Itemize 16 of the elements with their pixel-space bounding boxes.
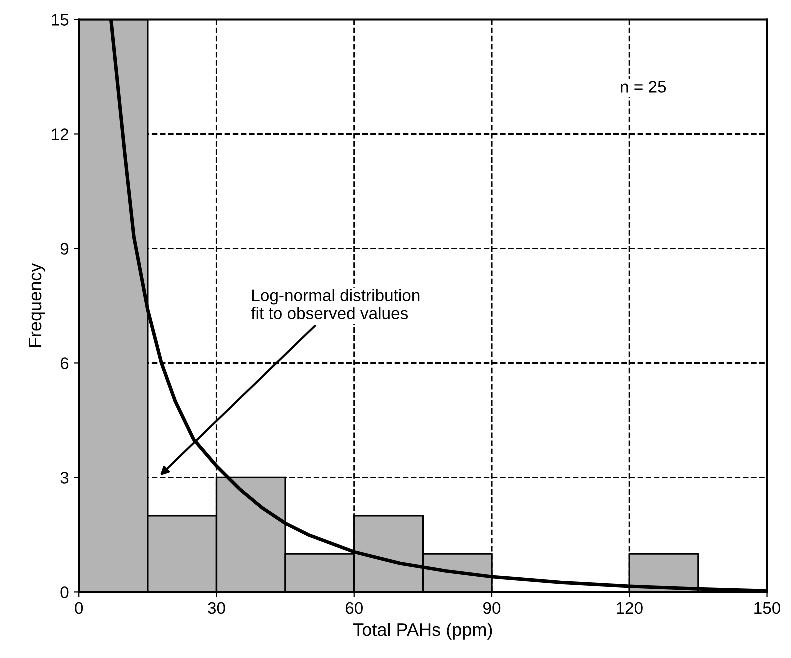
x-tick-label: 90 (484, 602, 501, 614)
y-tick-label: 0 (60, 586, 69, 598)
y-tick-label: 3 (60, 472, 69, 484)
x-tick-label: 30 (208, 602, 226, 614)
annotation: n = 25 (621, 81, 666, 93)
annotation: Log-normal distribution fit to observed values (251, 289, 420, 320)
y-tick-label: 15 (52, 14, 69, 26)
x-tick-label: 0 (75, 602, 84, 614)
y-tick-label: 12 (52, 128, 69, 140)
x-tick-label: 150 (754, 602, 781, 614)
x-tick-label: 60 (346, 602, 363, 614)
x-axis-title: Total PAHs (ppm) (354, 623, 492, 640)
x-tick-label: 120 (617, 602, 643, 614)
y-axis-title: Frequency (29, 263, 46, 348)
y-tick-label: 9 (60, 243, 69, 255)
y-tick-label: 6 (60, 358, 69, 370)
